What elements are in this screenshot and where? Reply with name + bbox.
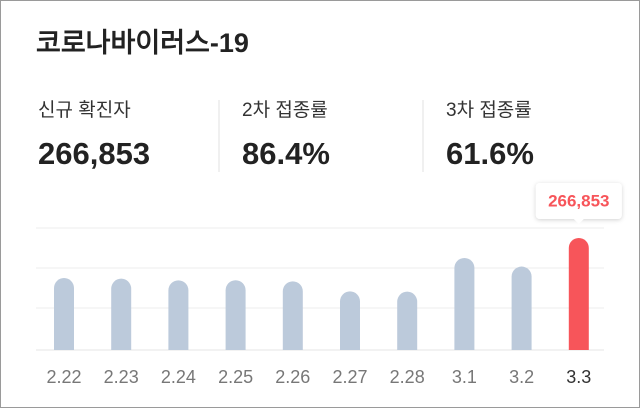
bar [397,291,418,350]
x-tick-label: 3.2 [509,367,534,387]
tooltip-pointer [572,218,585,224]
bar [54,278,74,350]
x-tick-label: 2.23 [104,367,139,387]
x-tick-label: 3.3 [566,367,591,387]
bar [111,278,132,350]
stat-value: 61.6% [446,136,534,171]
stat-value: 86.4% [242,136,330,171]
value-label: 266,853 [548,191,609,210]
bar [168,280,189,350]
x-tick-label: 3.1 [452,367,477,387]
tooltip-box [535,183,622,219]
x-tick-label: 2.28 [390,367,425,387]
bar [511,266,532,350]
bar [340,291,360,350]
x-tick-label: 2.24 [161,367,196,387]
bar [225,280,246,350]
stat-label: 2차 접종률 [242,99,328,121]
title: 코로나바이러스-19 [36,28,249,58]
bar [282,281,303,350]
bar [568,238,589,350]
x-tick-label: 2.22 [46,367,81,387]
stat-value: 266,853 [38,136,150,171]
bar [454,257,475,350]
x-tick-label: 2.25 [218,367,253,387]
stat-label: 3차 접종률 [446,99,532,121]
stat-label: 신규 확진자 [38,99,131,121]
x-tick-label: 2.26 [275,367,310,387]
x-tick-label: 2.27 [332,367,367,387]
